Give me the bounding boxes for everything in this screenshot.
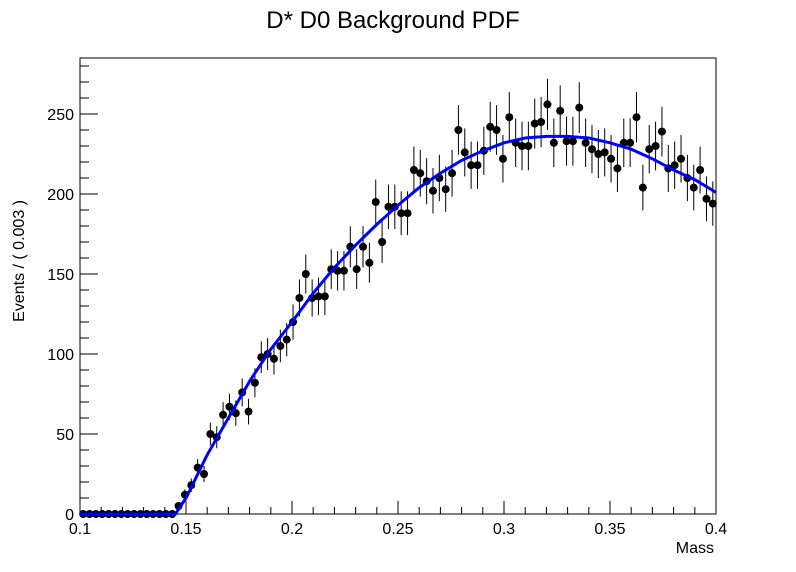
data-point	[498, 154, 507, 163]
data-point	[696, 166, 705, 174]
data-point	[492, 126, 501, 134]
data-point	[428, 186, 437, 195]
y-tick-label: 100	[47, 347, 74, 364]
x-tick-label: 0.25	[382, 521, 413, 538]
data-point	[460, 148, 469, 157]
data-point	[269, 354, 278, 363]
data-point	[568, 137, 577, 146]
y-tick-label: 200	[47, 187, 74, 204]
data-point	[333, 266, 342, 275]
data-point	[244, 407, 253, 416]
data-point	[575, 103, 584, 112]
data-point	[250, 378, 259, 387]
x-tick-label: 0.35	[594, 521, 625, 538]
data-point	[657, 127, 666, 136]
y-axis-label: Events / ( 0.003 )	[11, 200, 28, 322]
data-point	[416, 169, 425, 178]
data-point	[708, 199, 717, 208]
data-point	[549, 138, 558, 147]
x-tick-label: 0.15	[170, 521, 201, 538]
data-point	[276, 342, 285, 350]
data-point	[556, 106, 565, 115]
data-point	[454, 126, 463, 134]
data-point	[282, 335, 291, 344]
data-point	[670, 161, 679, 170]
data-point	[403, 209, 412, 218]
data-point	[352, 265, 361, 274]
data-point	[301, 270, 310, 278]
y-tick-label: 0	[65, 507, 74, 524]
data-point	[448, 169, 457, 178]
data-point	[594, 150, 603, 158]
data-point	[530, 119, 539, 128]
data-point	[320, 292, 329, 301]
data-point	[613, 164, 622, 173]
data-point	[600, 148, 609, 157]
data-point	[314, 292, 323, 301]
data-point	[467, 161, 476, 170]
data-point	[562, 137, 571, 146]
data-point	[524, 142, 533, 150]
data-point	[365, 258, 374, 267]
x-tick-label: 0.4	[705, 521, 727, 538]
data-point	[225, 402, 234, 411]
data-point	[219, 410, 228, 419]
data-point	[409, 166, 418, 174]
data-point	[677, 154, 686, 163]
x-axis-label: Mass	[676, 540, 714, 557]
data-point	[378, 238, 387, 246]
data-point	[486, 122, 495, 131]
y-tick-label: 250	[47, 107, 74, 124]
y-tick-label: 150	[47, 267, 74, 284]
data-point	[441, 185, 450, 194]
data-point	[397, 209, 406, 218]
data-point	[689, 183, 698, 192]
data-point	[632, 113, 641, 122]
data-point	[537, 118, 546, 126]
data-point	[651, 142, 660, 150]
chart-title: D* D0 Background PDF	[266, 7, 519, 34]
fit-curve	[80, 134, 717, 516]
data-point	[371, 198, 380, 206]
data-point	[359, 242, 368, 251]
data-point	[206, 430, 215, 438]
x-tick-label: 0.1	[69, 521, 91, 538]
data-point	[339, 266, 348, 275]
data-point	[518, 142, 527, 150]
data-point	[543, 100, 552, 109]
data-point	[295, 294, 304, 302]
data-point	[638, 183, 647, 192]
data-point	[702, 194, 711, 203]
data-point	[505, 113, 514, 122]
data-point	[645, 145, 654, 154]
data-point	[473, 161, 482, 170]
data-point	[607, 154, 616, 163]
y-tick-label: 50	[56, 427, 74, 444]
data-point	[581, 138, 590, 147]
data-point	[626, 138, 635, 147]
data-point	[384, 202, 393, 211]
data-point	[200, 470, 209, 478]
x-tick-label: 0.3	[493, 521, 515, 538]
x-tick-label: 0.2	[281, 521, 303, 538]
data-point	[587, 145, 596, 154]
